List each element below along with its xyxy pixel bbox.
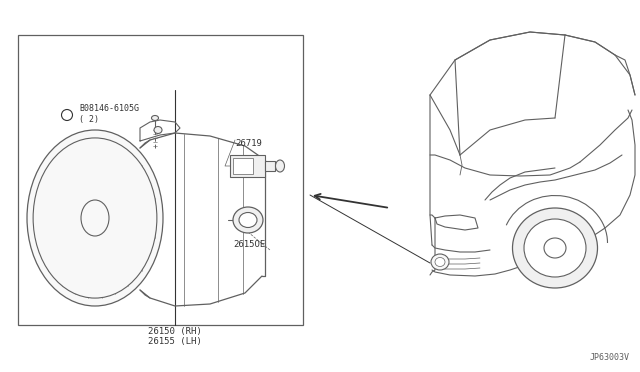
Ellipse shape [233,207,263,233]
Ellipse shape [154,126,162,134]
Ellipse shape [431,254,449,270]
Ellipse shape [275,160,285,172]
Ellipse shape [435,257,445,266]
Ellipse shape [544,238,566,258]
Ellipse shape [239,212,257,228]
Text: 26719: 26719 [235,139,262,148]
Text: JP63003V: JP63003V [590,353,630,362]
Text: B08146-6105G
( 2): B08146-6105G ( 2) [79,104,139,124]
Ellipse shape [524,219,586,277]
Text: B: B [64,110,70,119]
Bar [265,161,275,171]
Ellipse shape [152,115,159,121]
FancyBboxPatch shape [230,155,265,177]
Ellipse shape [513,208,598,288]
Ellipse shape [33,138,157,298]
Ellipse shape [27,130,163,306]
Text: 2615OE: 2615OE [233,240,265,249]
Ellipse shape [81,200,109,236]
Ellipse shape [61,109,72,121]
Text: 26150 (RH)
26155 (LH): 26150 (RH) 26155 (LH) [148,327,202,346]
Bar [18,35,303,325]
Bar [233,158,253,174]
